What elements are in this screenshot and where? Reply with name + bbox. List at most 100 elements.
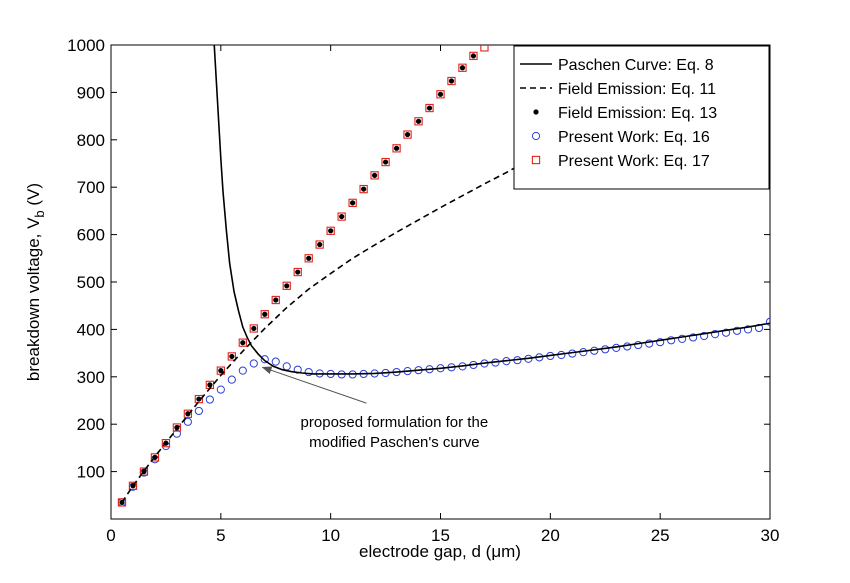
y-tick-label: 700 [77, 178, 105, 197]
square-marker [249, 324, 258, 333]
dot-marker [393, 145, 400, 151]
dot-marker [350, 200, 356, 206]
paschen-curve-eq-8-line [213, 45, 770, 375]
circle-marker [260, 355, 269, 364]
dot-marker [240, 340, 246, 346]
annotation-text: proposed formulation for the [301, 414, 489, 431]
dot-marker [229, 353, 235, 360]
dot-marker [437, 91, 444, 97]
y-tick-label: 200 [77, 415, 105, 434]
dot-marker [251, 325, 257, 332]
y-tick-label: 100 [77, 463, 105, 482]
series-field-emission-eq-13 [119, 53, 477, 506]
dot-marker [130, 483, 136, 489]
square-marker [392, 144, 401, 153]
circle-marker [216, 385, 225, 394]
dot-marker [284, 283, 290, 289]
square-marker [183, 409, 193, 418]
circle-marker [743, 325, 753, 334]
series-field-emission-eq-11 [121, 45, 770, 503]
dot-marker [415, 118, 422, 124]
dot-marker [185, 411, 191, 417]
circle-marker [304, 367, 313, 377]
dot-marker [295, 269, 301, 275]
circle-marker [710, 330, 720, 339]
square-marker [117, 498, 127, 507]
dot-marker [152, 454, 158, 460]
annotation: proposed formulation for the modified Pas… [261, 366, 489, 451]
circle-marker [249, 359, 258, 368]
dot-marker [218, 368, 224, 374]
y-axis-label-main: breakdown voltage, V [24, 217, 43, 381]
square-marker [293, 267, 302, 277]
dot-marker [163, 440, 169, 446]
circle-marker [238, 366, 247, 375]
dot-marker [174, 424, 180, 431]
y-axis-label-unit: (V) [24, 183, 43, 206]
circle-marker [721, 328, 731, 337]
dot-marker [306, 255, 312, 261]
y-tick-label: 800 [77, 131, 105, 150]
dot-marker [533, 109, 539, 115]
x-tick-label: 5 [216, 526, 225, 545]
square-marker [238, 338, 247, 347]
dot-marker [459, 65, 466, 71]
y-axis-label-subscript: b [32, 210, 47, 217]
square-marker [359, 184, 368, 194]
x-tick-label: 30 [761, 526, 780, 545]
dot-marker [448, 78, 455, 84]
x-tick-label: 25 [651, 526, 670, 545]
series-layer [117, 45, 770, 507]
legend-entry-present-work-eq-17: Present Work: Eq. 17 [531, 153, 710, 170]
legend-label: Field Emission: Eq. 13 [558, 105, 717, 122]
circle-marker [194, 406, 203, 416]
circle-marker [183, 417, 192, 426]
circle-marker [227, 375, 236, 384]
circle-marker [645, 339, 654, 348]
square-marker [458, 63, 467, 72]
y-tick-label: 1000 [67, 36, 105, 55]
square-marker [447, 76, 456, 86]
x-tick-label: 15 [431, 526, 450, 545]
square-marker [425, 103, 434, 113]
dot-marker [426, 105, 433, 111]
square-marker [161, 439, 171, 448]
circle-marker [678, 334, 687, 343]
square-marker [271, 295, 280, 305]
circle-marker [667, 336, 676, 345]
dot-marker [470, 53, 477, 59]
legend-entry-field-emission-eq-13: Field Emission: Eq. 13 [533, 105, 717, 122]
square-marker [326, 226, 335, 235]
dot-marker [273, 297, 279, 303]
dot-marker [328, 228, 334, 234]
dot-marker [196, 396, 202, 402]
annotation-text: modified Paschen's curve [309, 434, 479, 451]
square-marker [381, 157, 390, 167]
annotation-arrow [261, 366, 367, 404]
circle-marker [293, 365, 302, 374]
square-marker [348, 198, 357, 207]
dot-marker [317, 241, 323, 248]
legend-entry-field-emission-eq-11: Field Emission: Eq. 11 [520, 81, 716, 98]
dot-marker [404, 131, 411, 138]
square-marker [469, 51, 478, 61]
dot-marker [119, 499, 125, 506]
square-marker [337, 212, 346, 221]
dot-marker [262, 311, 268, 317]
field-emission-eq-11-line [121, 45, 770, 503]
legend-entry-present-work-eq-16: Present Work: Eq. 16 [531, 129, 710, 146]
square-marker [414, 117, 423, 126]
legend-box [513, 45, 770, 190]
series-present-work-eq-17 [117, 45, 489, 507]
legend-label: Paschen Curve: Eq. 8 [558, 57, 714, 74]
circle-marker [205, 395, 214, 404]
square-marker [403, 130, 412, 139]
square-marker [370, 171, 379, 180]
square-marker [304, 254, 313, 263]
dot-marker [361, 186, 367, 192]
square-marker [260, 310, 269, 319]
svg-text:breakdown voltage, Vb (V): breakdown voltage, Vb (V) [24, 183, 47, 381]
legend: Paschen Curve: Eq. 8 Field Emission: Eq. … [513, 45, 770, 190]
x-tick-label: 10 [321, 526, 340, 545]
